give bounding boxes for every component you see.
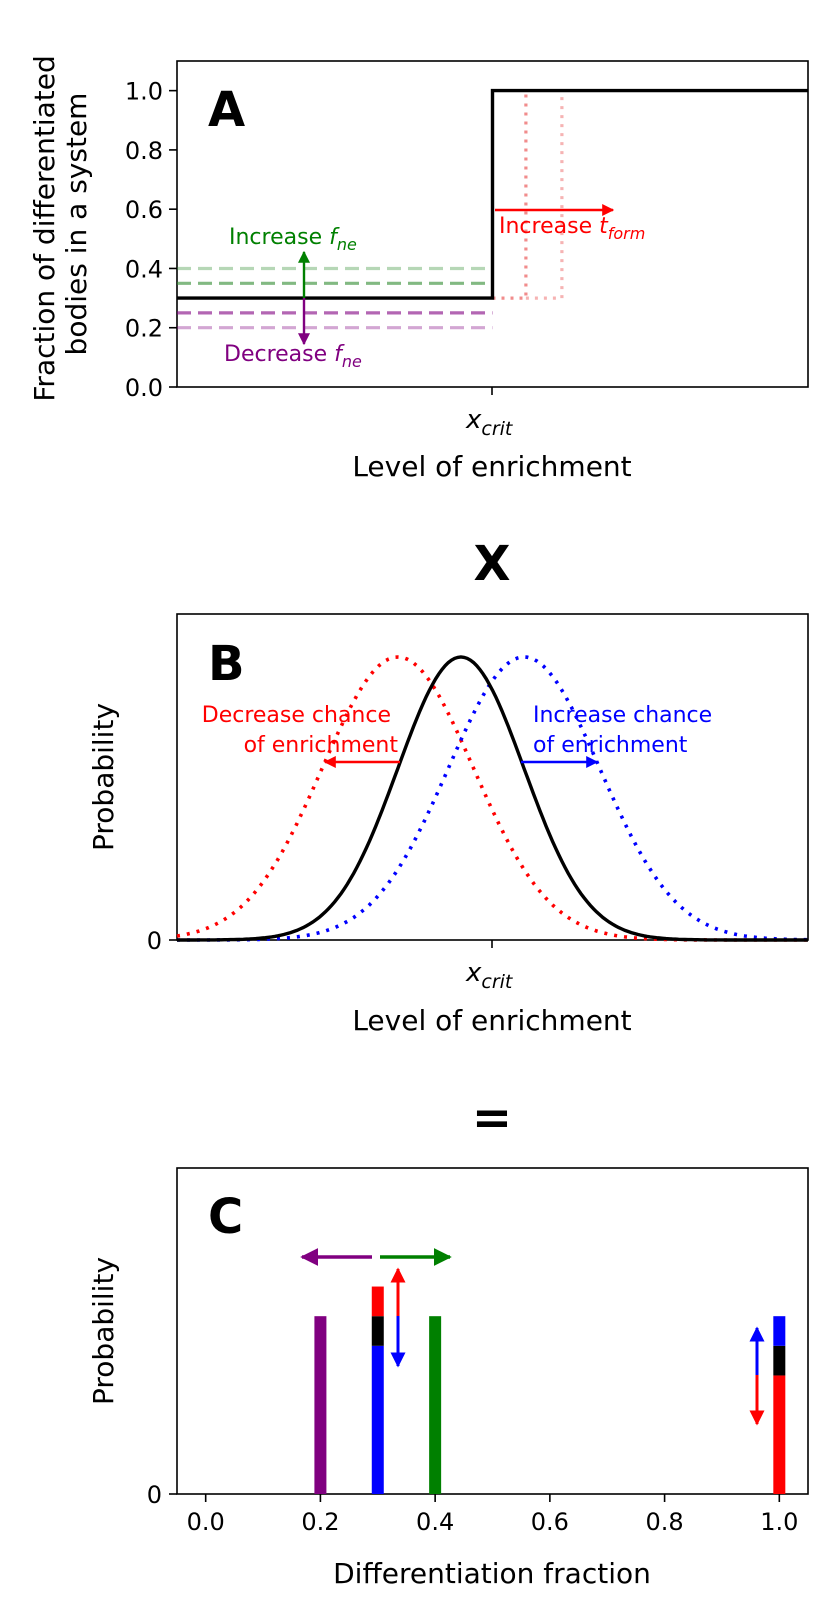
panel-a-y-tick-label: 0.6	[125, 196, 163, 224]
panel-c-bar-segment	[429, 1316, 442, 1494]
panel-c-bar-segment	[371, 1316, 384, 1346]
panel-c-x-tick-label: 0.8	[646, 1508, 684, 1536]
panel-a-y-tick-label: 0.8	[125, 137, 163, 165]
panel-c: 0.0 0.2 0.4 0.6 0.8 1.0 C 0 Differentiation f…	[87, 1167, 809, 1590]
panel-b-x-axis-label: Level of enrichment	[352, 1004, 631, 1037]
panel-a: 0.0 0.2 0.4 0.6 0.8 1.0 A Increase fne Decrea…	[28, 46, 809, 483]
panel-c-x-tick-label: 1.0	[760, 1508, 798, 1536]
increase-chance-label: Increase chance of enrichment	[533, 703, 719, 758]
panel-c-bar-segment	[773, 1375, 786, 1494]
equals-operator: =	[472, 1090, 512, 1146]
increase-fne-label: Increase fne	[229, 225, 357, 254]
panel-a-y-tick-label: 0.2	[125, 315, 163, 343]
panel-c-x-tick-label: 0.2	[301, 1508, 339, 1536]
panel-b: B Decrease chance of enrichment Increase…	[87, 613, 809, 1037]
decrease-chance-label: Decrease chance of enrichment	[202, 703, 399, 758]
panel-a-y-axis-label: Fraction of differentiated bodies in a s…	[28, 46, 93, 401]
panel-b-distribution-curve	[177, 655, 808, 942]
panel-c-bar-segment	[314, 1316, 327, 1494]
panel-a-y-tick-label: 0.0	[125, 374, 163, 402]
panel-a-series-line	[177, 88, 808, 300]
panel-c-frame	[176, 1167, 809, 1495]
panel-a-y-tick-label: 1.0	[125, 78, 163, 106]
panel-a-series-line	[492, 90, 528, 300]
decrease-fne-label: Decrease fne	[224, 342, 362, 371]
panel-c-x-tick-label: 0.4	[416, 1508, 454, 1536]
panel-c-y-axis-label: Probability	[87, 1257, 120, 1405]
panel-c-bar-segment	[773, 1316, 786, 1346]
panel-c-bar-segment	[371, 1286, 384, 1317]
panel-b-y-axis-label: Probability	[87, 703, 120, 851]
panel-c-bar-segment	[773, 1345, 786, 1376]
panel-c-y0-label: 0	[147, 1481, 162, 1509]
panel-a-letter: A	[208, 82, 245, 138]
panel-b-frame	[176, 613, 809, 941]
panel-a-x-axis-label: Level of enrichment	[352, 450, 631, 483]
panel-a-y-tick-label: 0.4	[125, 255, 163, 283]
panel-b-distribution-curve	[176, 655, 808, 942]
panel-c-bar-segment	[371, 1345, 384, 1494]
panel-c-letter: C	[208, 1189, 243, 1245]
panel-b-y0-label: 0	[147, 927, 162, 955]
panel-b-xcrit-label: xcrit	[465, 958, 514, 993]
panel-c-x-tick-label: 0.6	[531, 1508, 569, 1536]
panel-b-letter: B	[208, 636, 245, 692]
panel-c-x-axis-label: Differentiation fraction	[333, 1557, 651, 1590]
panel-a-xcrit-label: xcrit	[465, 405, 514, 440]
panel-c-x-tick-label: 0.0	[187, 1508, 225, 1536]
multiply-operator: X	[473, 536, 510, 592]
panel-b-distribution-curve	[177, 655, 808, 942]
increase-tform-label: Increase tform	[499, 214, 645, 243]
panel-a-series-line	[525, 90, 564, 300]
